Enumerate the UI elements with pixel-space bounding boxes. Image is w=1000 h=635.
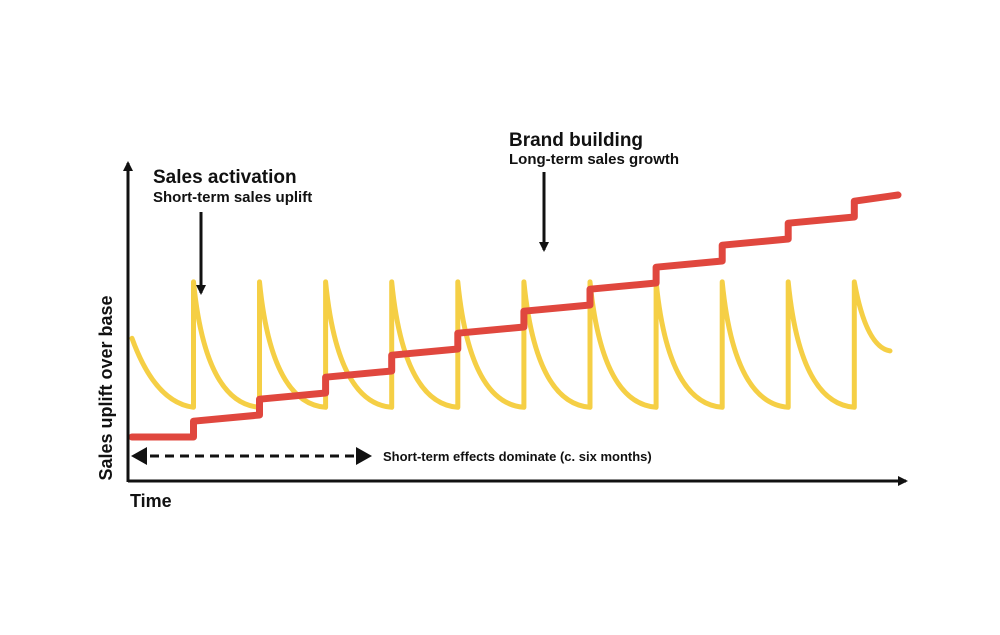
brand-title: Brand building (509, 130, 643, 151)
short-term-span-right-head (356, 447, 372, 465)
brand-subtitle: Long-term sales growth (509, 151, 679, 168)
activation-series (129, 279, 893, 410)
brand-series (128, 191, 902, 441)
activation-line (129, 279, 893, 410)
short-term-span-left-head (131, 447, 147, 465)
activation-subtitle: Short-term sales uplift (153, 189, 312, 206)
brand-line (128, 191, 902, 441)
activation-title: Sales activation (153, 167, 297, 188)
short-term-note: Short-term effects dominate (c. six mont… (383, 449, 652, 464)
y-axis-label: Sales uplift over base (96, 295, 116, 480)
x-axis-label: Time (130, 491, 172, 511)
